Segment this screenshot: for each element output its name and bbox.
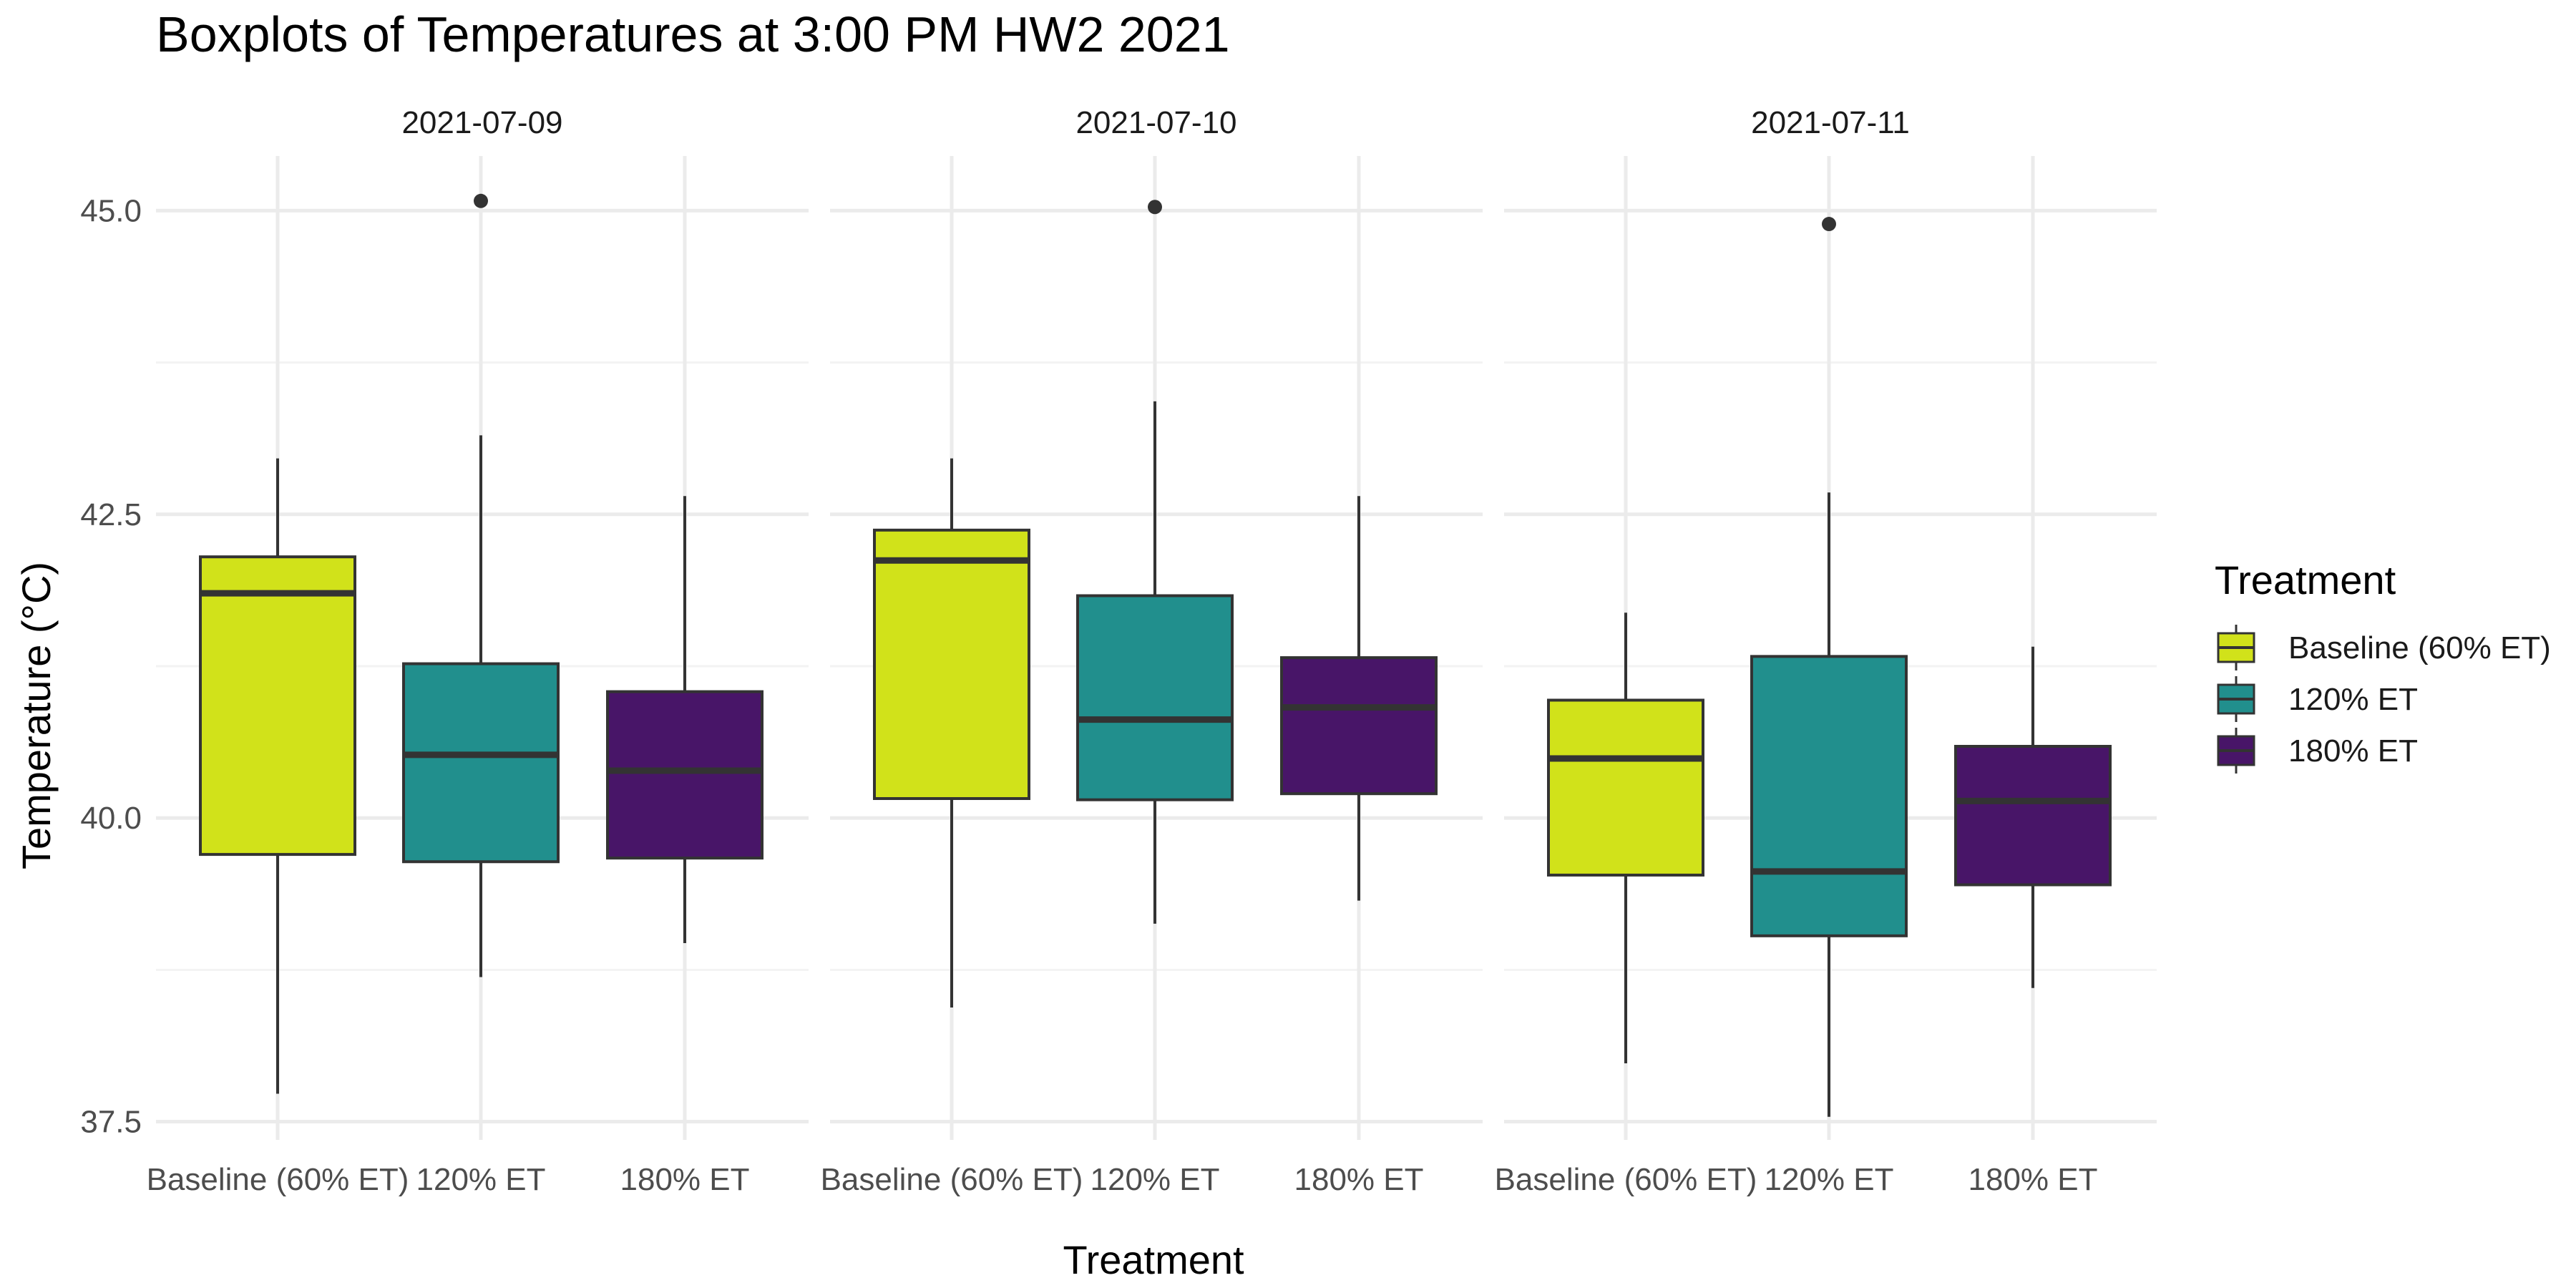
outlier-point (1822, 217, 1836, 232)
box-baseline-60-et (199, 458, 356, 1094)
facet-label: 2021-07-10 (1075, 105, 1236, 140)
legend: Treatment Baseline (60% ET) 120% ET 180% E… (2215, 557, 2551, 774)
y-tick-label: 37.5 (80, 1105, 142, 1140)
outlier-point (1148, 200, 1162, 215)
x-tick-label: 180% ET (620, 1162, 750, 1197)
legend-label: 120% ET (2288, 682, 2418, 717)
x-tick-label: Baseline (60% ET) (147, 1162, 409, 1197)
y-tick-label: 40.0 (80, 801, 142, 836)
y-tick-label: 42.5 (80, 497, 142, 532)
box-180-et (1280, 496, 1438, 901)
box-180-et (1954, 646, 2112, 988)
legend-entry-180-et: 180% ET (2217, 728, 2418, 774)
box-body (606, 690, 763, 860)
box-body (199, 555, 356, 857)
facet-panel-2021-07-09: 2021-07-09 Baseline (60% ET) 120% ET 180% E… (147, 105, 809, 1197)
x-tick-label: 180% ET (1968, 1162, 2098, 1197)
box-body (1280, 656, 1438, 796)
facet-label: 2021-07-11 (1751, 105, 1910, 140)
x-tick-label: 120% ET (1765, 1162, 1894, 1197)
box-body (1547, 698, 1704, 877)
box-180-et (606, 496, 763, 943)
box-120-et (402, 193, 560, 977)
legend-label: 180% ET (2288, 733, 2418, 769)
y-axis-label: Temperature (°C) (14, 562, 59, 869)
chart-title: Boxplots of Temperatures at 3:00 PM HW2 … (156, 6, 1230, 62)
x-axis-label: Treatment (1063, 1237, 1244, 1282)
facet-panel-2021-07-10: 2021-07-10 Baseline (60% ET) 120% ET 180% E… (821, 105, 1483, 1197)
x-tick-label: 120% ET (416, 1162, 546, 1197)
box-body (1076, 594, 1234, 801)
legend-entry-120-et: 120% ET (2217, 676, 2418, 722)
box-body (1954, 745, 2112, 887)
facet-panel-2021-07-11: 2021-07-11 Baseline (60% ET) 120% ET 180% E… (1495, 105, 2157, 1197)
box-120-et (1076, 200, 1234, 924)
outlier-point (474, 193, 488, 208)
legend-title: Treatment (2215, 557, 2396, 602)
legend-entry-baseline-60-et: Baseline (60% ET) (2217, 625, 2551, 670)
box-body (1750, 655, 1908, 937)
box-120-et (1750, 217, 1908, 1117)
facet-label: 2021-07-09 (401, 105, 562, 140)
legend-label: Baseline (60% ET) (2288, 630, 2551, 665)
x-tick-label: Baseline (60% ET) (1495, 1162, 1757, 1197)
x-tick-label: 120% ET (1091, 1162, 1220, 1197)
box-baseline-60-et (1547, 613, 1704, 1064)
y-tick-label: 45.0 (80, 193, 142, 228)
box-body (402, 662, 560, 864)
box-body (873, 528, 1030, 800)
x-tick-label: Baseline (60% ET) (821, 1162, 1083, 1197)
y-axis: 37.5 40.0 42.5 45.0 (80, 193, 142, 1139)
x-tick-label: 180% ET (1294, 1162, 1424, 1197)
box-baseline-60-et (873, 458, 1030, 1008)
